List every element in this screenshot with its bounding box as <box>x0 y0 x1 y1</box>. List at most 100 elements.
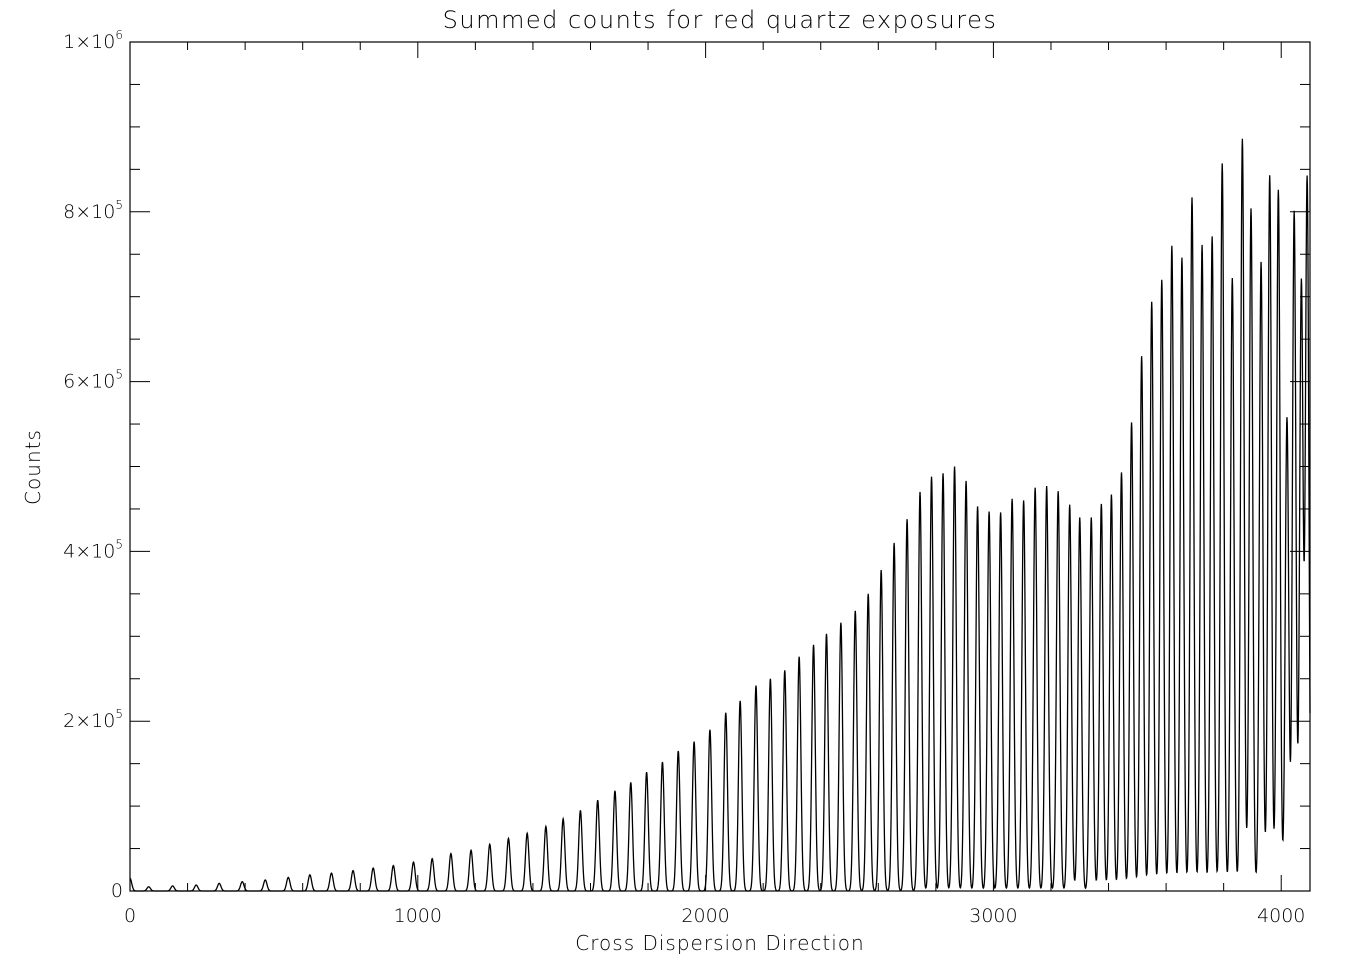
data-series <box>129 138 1311 892</box>
peak-point <box>646 772 647 773</box>
peak-point <box>965 480 966 481</box>
peak-point <box>450 853 451 854</box>
peak-point <box>693 741 694 742</box>
peak-point <box>489 844 490 845</box>
peak-point <box>1212 236 1213 237</box>
peak-point <box>373 867 374 868</box>
peak-point <box>413 862 414 863</box>
peak-point <box>393 865 394 866</box>
peak-point <box>894 542 895 543</box>
peak-point <box>813 644 814 645</box>
peak-point <box>1000 512 1001 513</box>
y-tick-label: 1×106 <box>63 28 123 53</box>
peak-point <box>1091 517 1092 518</box>
peak-point <box>1278 189 1279 190</box>
peak-point <box>545 826 546 827</box>
peak-point <box>1079 517 1080 518</box>
peak-point <box>219 883 220 884</box>
peak-point <box>1046 485 1047 486</box>
peak-point <box>1242 138 1243 139</box>
peak-point <box>1307 177 1308 178</box>
peak-point <box>1069 504 1070 505</box>
peak-point <box>840 622 841 623</box>
peak-point <box>1260 261 1261 262</box>
peak-point <box>527 833 528 834</box>
x-tick-label: 4000 <box>1257 905 1305 927</box>
chart-title: Summed counts for red quartz exposures <box>443 6 998 34</box>
peak-point <box>1181 257 1182 258</box>
peak-point <box>906 519 907 520</box>
peak-point <box>868 593 869 594</box>
peak-point <box>1111 494 1112 495</box>
peak-point <box>563 818 564 819</box>
peak-point <box>508 838 509 839</box>
axis-ticks <box>129 41 1310 892</box>
peak-point <box>1294 210 1295 211</box>
peak-point <box>1058 491 1059 492</box>
peak-point <box>770 678 771 679</box>
peak-point <box>755 685 756 686</box>
peak-point <box>662 761 663 762</box>
peak-point <box>1141 356 1142 357</box>
peak-point <box>740 700 741 701</box>
peak-point <box>265 879 266 880</box>
peak-point <box>1201 244 1202 245</box>
peak-point <box>129 878 130 879</box>
peak-point <box>1222 163 1223 164</box>
y-tick-label: 4×105 <box>63 537 123 562</box>
peak-point <box>855 610 856 611</box>
peak-point <box>630 782 631 783</box>
peak-point <box>242 881 243 882</box>
peak-point <box>954 466 955 467</box>
peak-point <box>1301 281 1302 282</box>
peak-point <box>1131 422 1132 423</box>
peak-point <box>678 750 679 751</box>
peak-point <box>1232 277 1233 278</box>
peak-point <box>148 886 149 887</box>
peak-point <box>1012 498 1013 499</box>
series-line <box>129 138 1311 892</box>
peak-point <box>1121 472 1122 473</box>
peak-point <box>709 729 710 730</box>
peak-point <box>470 850 471 851</box>
peak-point <box>288 877 289 878</box>
plot-frame <box>129 41 1311 892</box>
x-tick-label: 2000 <box>681 905 729 927</box>
peak-point <box>1035 487 1036 488</box>
peak-point <box>1023 500 1024 501</box>
peak-point <box>881 569 882 570</box>
peak-point <box>977 506 978 507</box>
peak-point <box>988 511 989 512</box>
peak-point <box>1269 175 1270 176</box>
peak-point <box>1250 208 1251 209</box>
peak-point <box>1161 279 1162 280</box>
x-tick-label: 1000 <box>394 905 442 927</box>
y-tick-label: 2×105 <box>63 707 123 732</box>
peak-point <box>1151 301 1152 302</box>
peak-point <box>799 656 800 657</box>
peak-point <box>309 874 310 875</box>
y-tick-label: 6×105 <box>63 368 123 393</box>
peak-point <box>826 633 827 634</box>
peak-point <box>784 670 785 671</box>
peak-point <box>196 884 197 885</box>
peak-point <box>614 790 615 791</box>
peak-point <box>172 885 173 886</box>
peak-point <box>352 870 353 871</box>
peak-point <box>1171 245 1172 246</box>
y-axis-label: Counts <box>21 429 45 505</box>
peak-point <box>919 491 920 492</box>
x-axis-label: Cross Dispersion Direction <box>575 931 864 955</box>
peak-point <box>580 810 581 811</box>
x-tick-label: 0 <box>124 905 136 927</box>
peak-point <box>331 873 332 874</box>
peak-point <box>942 473 943 474</box>
y-tick-label: 8×105 <box>63 198 123 223</box>
peak-point <box>725 712 726 713</box>
peak-point <box>432 858 433 859</box>
tick-labels: 0 1000 2000 3000 4000 0 2×105 4×105 6×105 8×105 1×… <box>63 28 1305 927</box>
x-tick-label: 3000 <box>969 905 1017 927</box>
peak-point <box>931 476 932 477</box>
y-tick-label: 0 <box>111 880 123 902</box>
